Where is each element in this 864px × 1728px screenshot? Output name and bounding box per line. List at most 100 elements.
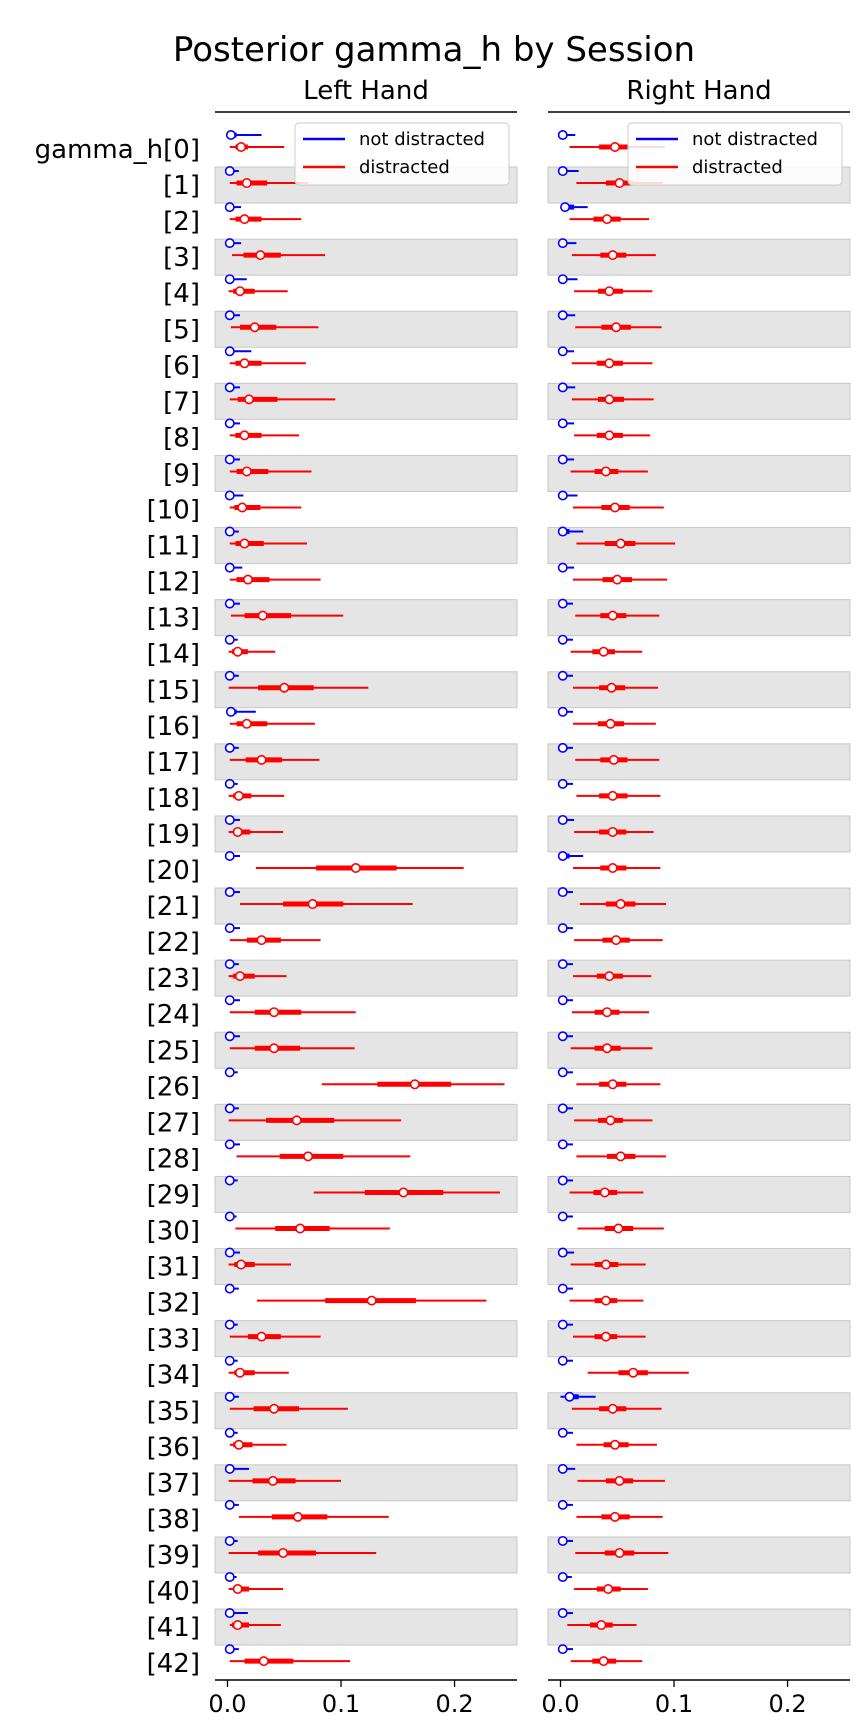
median-point (557, 1644, 568, 1655)
median-point (224, 959, 235, 970)
median-point (224, 1283, 235, 1294)
median-point (557, 130, 568, 141)
row-band (547, 1103, 851, 1141)
median-point (224, 1499, 235, 1510)
median-point (232, 1584, 243, 1595)
median-point (557, 598, 568, 609)
median-point (224, 923, 235, 934)
row-band (547, 454, 851, 492)
median-point (598, 1656, 609, 1667)
median-point (596, 1620, 607, 1631)
median-point (224, 1067, 235, 1078)
median-point (244, 394, 255, 405)
median-point (239, 214, 250, 225)
row-label: [10] (147, 496, 200, 526)
median-point (613, 1223, 624, 1234)
median-point (611, 322, 622, 333)
x-tick-label: 0.0 (208, 1690, 246, 1718)
median-point (557, 562, 568, 573)
median-point (224, 562, 235, 573)
median-point (241, 466, 252, 477)
median-point (607, 610, 618, 621)
median-point (234, 286, 245, 297)
row-label: [18] (147, 784, 200, 814)
median-point (303, 1151, 314, 1162)
median-point (224, 1139, 235, 1150)
row-label: [9] (163, 459, 200, 489)
row-label: [40] (147, 1577, 200, 1607)
median-point (224, 1427, 235, 1438)
median-point (224, 454, 235, 465)
median-point (557, 634, 568, 645)
row-label: [31] (147, 1253, 200, 1283)
median-point (292, 1511, 303, 1522)
median-point (600, 1331, 611, 1342)
median-point (607, 1403, 618, 1414)
median-point (249, 322, 260, 333)
median-point (267, 1475, 278, 1486)
row-label: [29] (147, 1180, 200, 1210)
row-label: [19] (147, 820, 200, 850)
row-label: [6] (163, 351, 200, 381)
row-label: [1] (163, 171, 200, 201)
x-tick-label: 0.2 (435, 1690, 473, 1718)
median-point (241, 178, 252, 189)
median-point (269, 1403, 280, 1414)
median-point (615, 1151, 626, 1162)
median-point (350, 862, 361, 873)
row-label: [23] (147, 964, 200, 994)
median-point (609, 502, 620, 513)
row-band (547, 959, 851, 997)
row-label: [42] (147, 1649, 200, 1679)
median-point (609, 1439, 620, 1450)
median-point (224, 850, 235, 861)
median-point (557, 382, 568, 393)
row-label: [41] (147, 1613, 200, 1643)
x-tick-label: 0.0 (541, 1690, 579, 1718)
row-band (214, 527, 518, 565)
median-point (557, 454, 568, 465)
median-point (237, 502, 248, 513)
median-point (239, 538, 250, 549)
median-point (224, 238, 235, 249)
row-band (214, 1175, 518, 1213)
median-point (224, 778, 235, 789)
row-band (547, 382, 851, 420)
median-point (602, 1007, 613, 1018)
row-label: [12] (147, 568, 200, 598)
row-label: gamma_h[0] (35, 135, 200, 165)
row-band (547, 671, 851, 709)
median-point (607, 250, 618, 261)
row-label: [13] (147, 604, 200, 634)
median-point (291, 1115, 302, 1126)
legend-box (294, 122, 510, 186)
median-point (256, 754, 267, 765)
median-point (557, 995, 568, 1006)
median-point (557, 1103, 568, 1114)
median-point (614, 1547, 625, 1558)
median-point (604, 394, 615, 405)
legend-label: distracted (359, 157, 450, 178)
x-tick-label: 0.1 (322, 1690, 360, 1718)
median-point (224, 1391, 235, 1402)
row-label: [20] (147, 856, 200, 886)
median-point (609, 1511, 620, 1522)
median-point (236, 1259, 247, 1270)
median-point (557, 706, 568, 717)
row-label: [28] (147, 1144, 200, 1174)
x-tick-label: 0.2 (768, 1690, 806, 1718)
median-point (608, 754, 619, 765)
median-point (557, 887, 568, 898)
row-label: [39] (147, 1541, 200, 1571)
row-band (214, 815, 518, 853)
median-point (557, 1283, 568, 1294)
median-point (279, 682, 290, 693)
median-point (255, 250, 266, 261)
legend-label: not distracted (692, 129, 818, 150)
row-bands (214, 166, 851, 1646)
median-point (224, 274, 235, 285)
row-band (547, 1248, 851, 1286)
median-point (607, 790, 618, 801)
median-point (557, 1175, 568, 1186)
median-point (611, 935, 622, 946)
